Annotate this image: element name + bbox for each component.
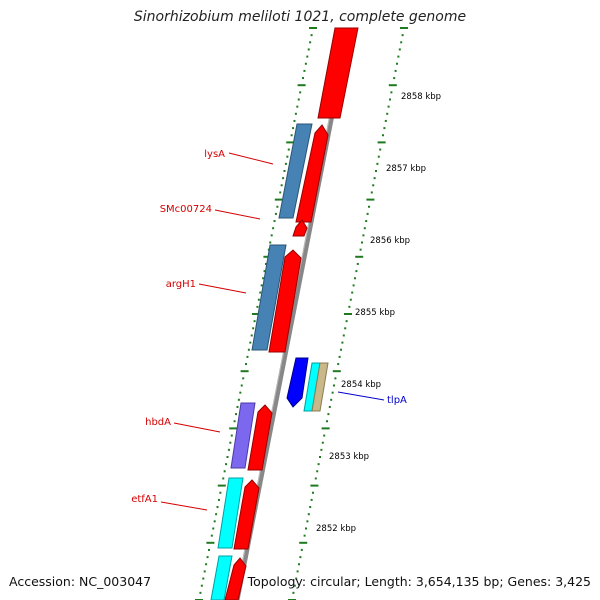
feature-block-argH1[interactable] [251,244,287,351]
feature-block-hbdA[interactable] [230,402,256,469]
gene-label-lysA[interactable]: lysA [204,149,225,160]
cds-arrow[interactable] [233,479,260,550]
ruler-label: 2856 kbp [370,236,410,246]
topology-text: Topology: circular; Length: 3,654,135 bp… [247,574,591,589]
leader-line [173,422,221,433]
gene-label-SMc00724[interactable]: SMc00724 [160,204,212,215]
inner-tick-ring [195,27,317,600]
leader-line [198,283,247,294]
cds-arrow[interactable] [224,557,247,600]
gene-label-argH1[interactable]: argH1 [166,279,196,290]
cds-arrow[interactable] [247,404,273,471]
gene-label-hbdA[interactable]: hbdA [145,417,171,428]
ruler-label: 2857 kbp [386,164,426,174]
outer-tick-ring [288,27,408,600]
gene-label-etfA1[interactable]: etfA1 [131,494,158,505]
reverse-cds-arrow[interactable] [286,357,309,408]
ruler-label: 2855 kbp [355,308,395,318]
feature-block[interactable] [210,555,233,600]
reverse-feature-track [286,357,329,412]
ruler-label: 2853 kbp [329,452,369,462]
map-title: Sinorhizobium meliloti 1021, complete ge… [133,9,467,25]
gene-labels: lysA SMc00724 argH1 hbdA etfA1 tlpA [131,149,407,511]
leader-line [214,209,261,220]
leader-line [160,501,208,511]
feature-block-etfA1[interactable] [217,477,244,549]
cds-arrow[interactable] [295,124,329,223]
ruler-labels: 2858 kbp 2857 kbp 2856 kbp 2855 kbp 2854… [316,92,441,534]
cds-arrow[interactable] [292,219,308,237]
leader-line [337,391,385,401]
feature-track [210,123,313,600]
feature-block-lysA[interactable] [278,123,313,219]
ruler-label: 2852 kbp [316,524,356,534]
feature-block-tlpA[interactable] [311,362,329,412]
accession-text: Accession: NC_003047 [9,574,152,589]
gene-label-tlpA[interactable]: tlpA [387,395,407,406]
ruler-label: 2858 kbp [401,92,441,102]
forward-cds-track [224,27,359,600]
leader-line [228,152,274,165]
cds-arrow[interactable] [268,249,302,353]
ruler-label: 2854 kbp [341,380,381,390]
cds-arrow[interactable] [317,27,359,119]
